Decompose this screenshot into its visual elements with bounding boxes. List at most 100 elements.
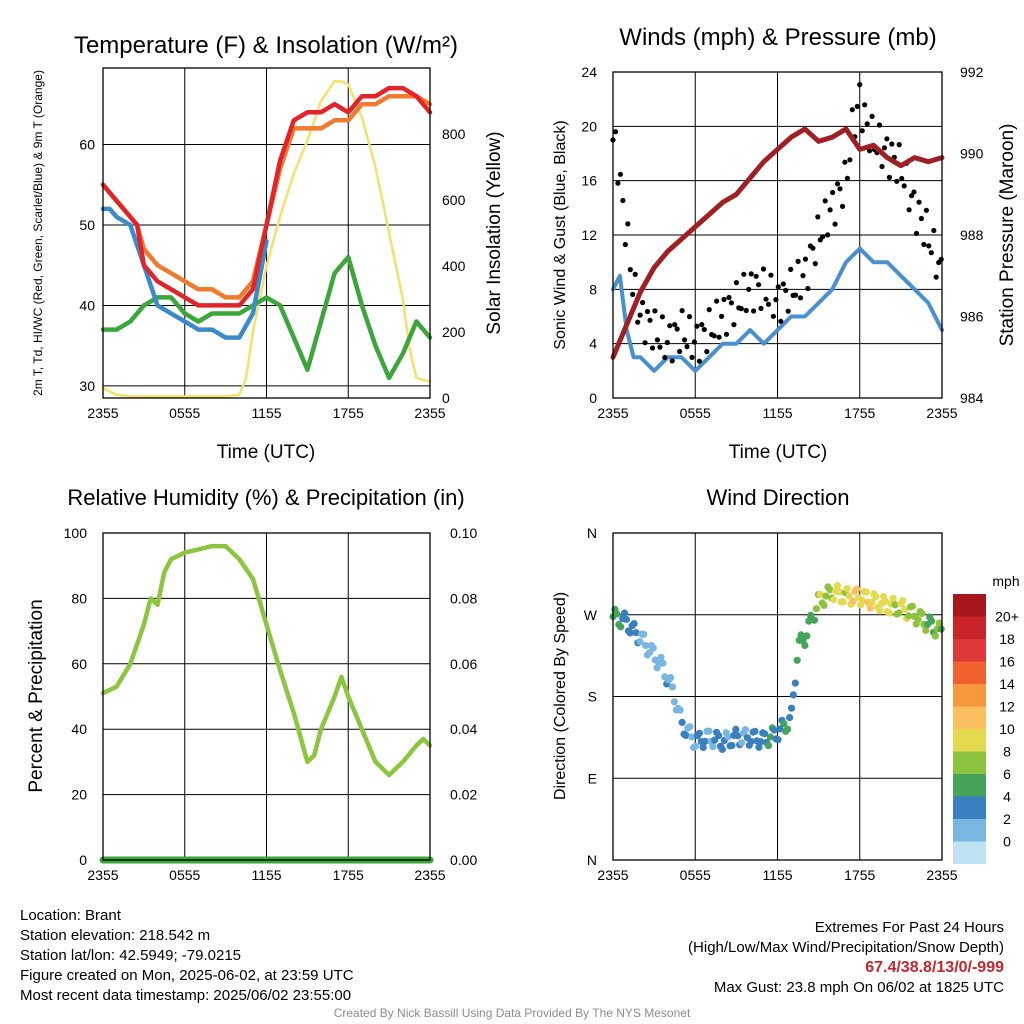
direction-point: [668, 683, 677, 691]
gust-point: [760, 266, 767, 272]
gust-point: [859, 128, 865, 134]
direction-point: [901, 605, 909, 614]
humidity-ylabel: Percent & Precipitation: [26, 599, 47, 792]
x-tick-4: 2355: [414, 867, 445, 883]
gust-point: [649, 345, 656, 351]
wind-xlabel: Time (UTC): [729, 442, 828, 463]
direction-point: [858, 597, 867, 605]
gust-point: [800, 273, 806, 279]
direction-point: [922, 626, 930, 634]
gust-point: [743, 307, 749, 314]
colorbar-label-7: 6: [1003, 766, 1011, 782]
gust-point: [654, 337, 661, 343]
colorbar-swatch-3: [953, 661, 986, 684]
gust-point: [696, 358, 703, 364]
y-tick-1: E: [588, 770, 597, 786]
direction-point: [636, 638, 644, 646]
gust-point: [876, 122, 883, 128]
direction-point: [803, 632, 811, 640]
gust-point: [746, 286, 752, 292]
direction-point: [667, 674, 675, 682]
direction-point: [787, 704, 796, 712]
colorbar-swatch-6: [953, 729, 986, 752]
colorbar-swatch-9: [953, 796, 986, 819]
gust-point: [849, 107, 855, 113]
temperature-y2label: Solar Insolation (Yellow): [484, 131, 505, 334]
direction-point: [766, 733, 775, 741]
gust-point: [844, 175, 851, 181]
gust-point: [913, 230, 920, 236]
colorbar: 20+ 18 16 14 12 10 8 6 4 2 0: [953, 594, 1019, 864]
direction-point: [622, 615, 631, 624]
gust-point: [659, 314, 666, 320]
colorbar-label-5: 10: [999, 721, 1015, 737]
direction-point: [853, 585, 861, 593]
direction-point: [718, 745, 727, 754]
gust-point: [906, 207, 912, 213]
x-tick-3: 1755: [333, 405, 364, 421]
direction-point: [630, 620, 638, 628]
gust-point: [918, 215, 925, 222]
x-tick-2: 1155: [251, 867, 281, 883]
direction-point: [715, 732, 723, 740]
x-tick-1: 0555: [169, 405, 200, 421]
gust-point: [741, 271, 747, 277]
gust-point: [664, 339, 670, 346]
series-solar-insolation: [101, 79, 432, 398]
gust-point: [894, 178, 900, 184]
gust-point: [926, 243, 932, 249]
direction-title: Wind Direction: [706, 485, 849, 510]
direction-point: [728, 741, 736, 750]
series-relative-humidity: [100, 543, 433, 778]
direction-point: [734, 732, 742, 740]
x-tick-1: 0555: [680, 405, 711, 421]
gust-point: [635, 319, 641, 325]
direction-point: [705, 727, 713, 735]
colorbar-label-3: 14: [999, 676, 1015, 692]
direction-point: [764, 742, 773, 750]
gust-point: [839, 203, 846, 209]
direction-point: [918, 609, 926, 618]
gust-point: [785, 308, 791, 314]
direction-point: [776, 725, 784, 733]
colorbar-swatch-0: [953, 594, 986, 617]
gust-point: [716, 334, 722, 340]
gust-point: [751, 308, 757, 314]
direction-point: [868, 598, 876, 606]
direction-point: [678, 718, 686, 727]
gust-point: [780, 281, 786, 287]
gust-point: [857, 82, 863, 88]
temperature-panel: Temperature (F) & Insolation (W/m²) 2355…: [31, 32, 505, 463]
temperature-ylabel: 2m T, Td, HI/WC (Red, Green, Scarlet/Blu…: [31, 70, 45, 396]
elevation-text: Station elevation: 218.542 m: [20, 927, 211, 944]
direction-point: [928, 617, 936, 625]
gust-point: [822, 198, 828, 204]
y-tick-0: N: [587, 852, 597, 868]
gust-point: [899, 175, 905, 182]
direction-point: [774, 736, 782, 744]
gust-point: [763, 296, 769, 302]
gust-point: [775, 284, 781, 290]
colorbar-swatch-7: [953, 751, 986, 774]
direction-point: [709, 743, 717, 751]
direction-point: [862, 588, 870, 596]
gust-point: [921, 241, 927, 248]
direction-point: [686, 723, 694, 731]
direction-point: [751, 727, 759, 735]
y-tick-1: 4: [589, 336, 597, 352]
y2-tick-0: 984: [960, 390, 984, 406]
direction-point: [914, 616, 922, 624]
y-tick-3: 60: [71, 656, 87, 672]
series-td: [100, 254, 433, 381]
gust-point: [721, 296, 727, 303]
colorbar-label-8: 4: [1003, 789, 1011, 805]
gust-point: [711, 333, 717, 339]
direction-point: [732, 725, 740, 734]
gust-point: [837, 186, 843, 192]
direction-point: [881, 597, 890, 606]
y-tick-5: 20: [581, 118, 597, 134]
x-tick-4: 2355: [926, 867, 957, 883]
y-tick-4: N: [587, 525, 597, 541]
direction-point: [891, 601, 899, 609]
direction-point: [688, 733, 696, 741]
